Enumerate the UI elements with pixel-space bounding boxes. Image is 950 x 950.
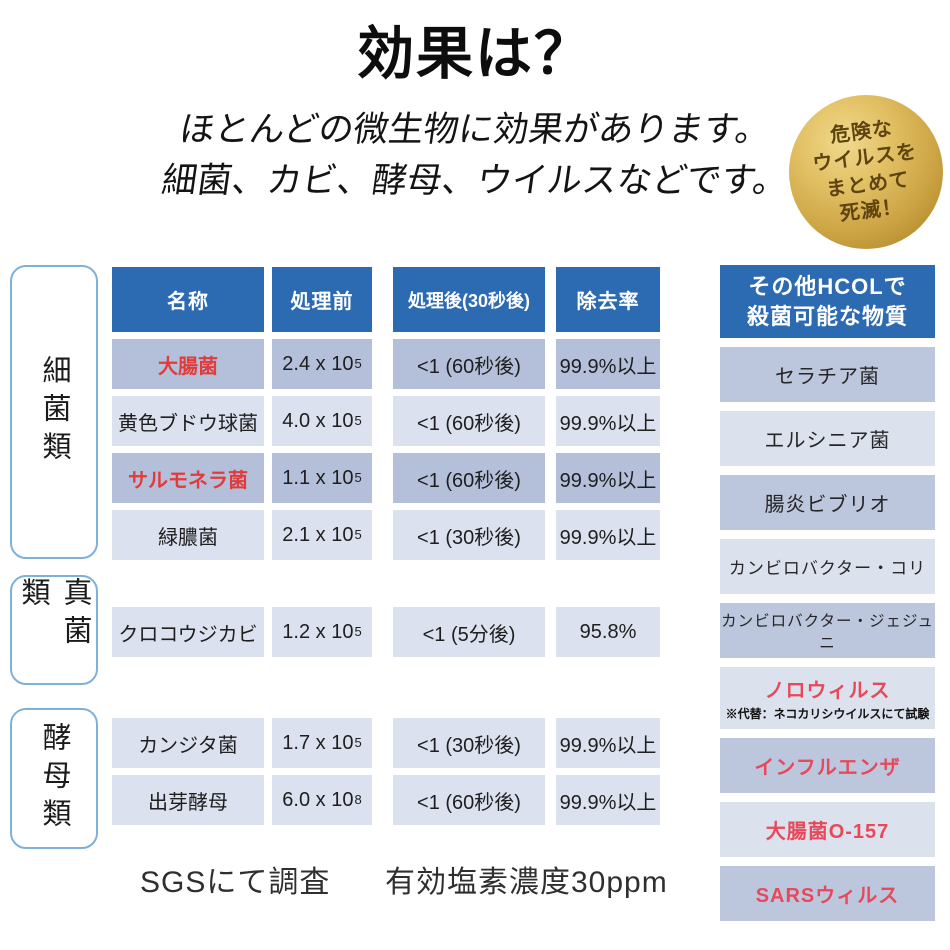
sidebar-item: SARSウィルス [720,866,935,921]
footer-chlorine-caption: 有効塩素濃度30ppm [385,866,668,899]
sidebar-header: その他HCOLで 殺菌可能な物質 [720,265,935,338]
category-label: 細菌類 [38,355,70,469]
table-row: 黄色ブドウ球菌 4.0 x 10 5 <1 (60秒後) 99.9%以上 [112,396,660,446]
sidebar-item-note: ※代替：ネコカリシウイルスにて試験 [725,707,930,721]
cell-organism-name: 黄色ブドウ球菌 [112,396,264,446]
sidebar-other-substances: その他HCOLで 殺菌可能な物質 セラチア菌エルシニア菌 腸炎ビブリオカンビロバク… [720,265,935,921]
sidebar-item: インフルエンザ [720,738,935,793]
cell-removal-rate: 99.9%以上 [556,339,660,389]
sidebar-item-label: 腸炎ビブリオ [764,494,891,516]
sidebar-item: 大腸菌O-157 [720,802,935,857]
cell-removal-rate: 99.9%以上 [556,718,660,768]
table-row: サルモネラ菌 1.1 x 10 5 <1 (60秒後) 99.9%以上 [112,453,660,503]
cell-removal-rate: 95.8% [556,607,660,657]
cell-count-before: 1.2 x 10 5 [272,607,372,657]
cell-count-after: <1 (60秒後) [393,453,545,503]
category-box-bacteria: 細菌類 [10,265,98,559]
table-header-name: 名称 [112,267,264,332]
sidebar-item: ノロウィルス ※代替：ネコカリシウイルスにて試験 [720,667,935,729]
sidebar-header-line-1: その他HCOLで [748,273,907,299]
sidebar-item-label: SARSウィルス [755,885,900,907]
sidebar-item-label: ノロウィルス [764,680,891,702]
table-row: 緑膿菌 2.1 x 10 5 <1 (30秒後) 99.9%以上 [112,510,660,560]
table-row: クロコウジカビ 1.2 x 10 5 <1 (5分後) 95.8% [112,607,660,657]
sidebar-header-line-2: 殺菌可能な物質 [746,303,908,329]
table-header-after: 処理後(30秒後) [393,267,545,332]
cell-count-before: 4.0 x 10 5 [272,396,372,446]
cell-organism-name: クロコウジカビ [112,607,264,657]
table-row: 大腸菌 2.4 x 10 5 <1 (60秒後) 99.9%以上 [112,339,660,389]
cell-count-before: 2.1 x 10 5 [272,510,372,560]
cell-count-after: <1 (60秒後) [393,339,545,389]
cell-count-after: <1 (60秒後) [393,396,545,446]
sidebar-item-label: カンビロバクター・コリ [728,559,927,578]
sidebar-item-label: インフルエンザ [754,757,901,779]
category-label: 真菌類 [17,577,91,653]
cell-count-after: <1 (30秒後) [393,718,545,768]
sidebar-item: カンビロバクター・コリ [720,539,935,594]
sidebar-item: 腸炎ビブリオ [720,475,935,530]
sidebar-item-label: セラチア菌 [775,366,880,388]
sidebar-item-label: 大腸菌O-157 [765,821,890,843]
sidebar-item: カンビロバクター・ジェジュニ [720,603,935,658]
cell-organism-name: カンジタ菌 [112,718,264,768]
cell-organism-name: 緑膿菌 [112,510,264,560]
category-label: 酵母類 [38,721,70,836]
cell-removal-rate: 99.9%以上 [556,453,660,503]
cell-count-before: 2.4 x 10 5 [272,339,372,389]
sidebar-item: セラチア菌 [720,347,935,402]
cell-count-after: <1 (5分後) [393,607,545,657]
cell-organism-name: サルモネラ菌 [112,453,264,503]
footer-sgs-caption: SGSにて調査 [140,866,331,899]
sidebar-item-label: エルシニア菌 [764,430,891,452]
category-box-yeast: 酵母類 [10,708,98,849]
cell-organism-name: 大腸菌 [112,339,264,389]
table-group-yeast: カンジタ菌 1.7 x 10 5 <1 (30秒後) 99.9%以上 出芽酵母 6.0 x … [112,718,660,825]
gold-badge: 危険な ウイルスを まとめて 死滅！ [789,95,943,249]
cell-removal-rate: 99.9%以上 [556,510,660,560]
sidebar-item: エルシニア菌 [720,411,935,466]
category-box-fungi: 真菌類 [10,575,98,685]
sidebar-item-label: カンビロバクター・ジェジュニ [721,612,934,652]
cell-count-before: 6.0 x 10 8 [272,775,372,825]
cell-count-before: 1.1 x 10 5 [272,453,372,503]
table-group-fungi: クロコウジカビ 1.2 x 10 5 <1 (5分後) 95.8% [112,607,660,657]
table-row: 出芽酵母 6.0 x 10 8 <1 (60秒後) 99.9%以上 [112,775,660,825]
cell-removal-rate: 99.9%以上 [556,775,660,825]
cell-organism-name: 出芽酵母 [112,775,264,825]
table-header-before: 処理前 [272,267,372,332]
cell-count-before: 1.7 x 10 5 [272,718,372,768]
cell-removal-rate: 99.9%以上 [556,396,660,446]
page-title: 効果は？ [357,22,593,86]
table-row: カンジタ菌 1.7 x 10 5 <1 (30秒後) 99.9%以上 [112,718,660,768]
cell-count-after: <1 (30秒後) [393,510,545,560]
cell-count-after: <1 (60秒後) [393,775,545,825]
table-header-rate: 除去率 [556,267,660,332]
table-group-bacteria: 大腸菌 2.4 x 10 5 <1 (60秒後) 99.9%以上 黄色ブドウ球菌 4.0 x… [112,339,660,560]
gold-badge-text: 危険な ウイルスを まとめて 死滅！ [807,113,924,231]
